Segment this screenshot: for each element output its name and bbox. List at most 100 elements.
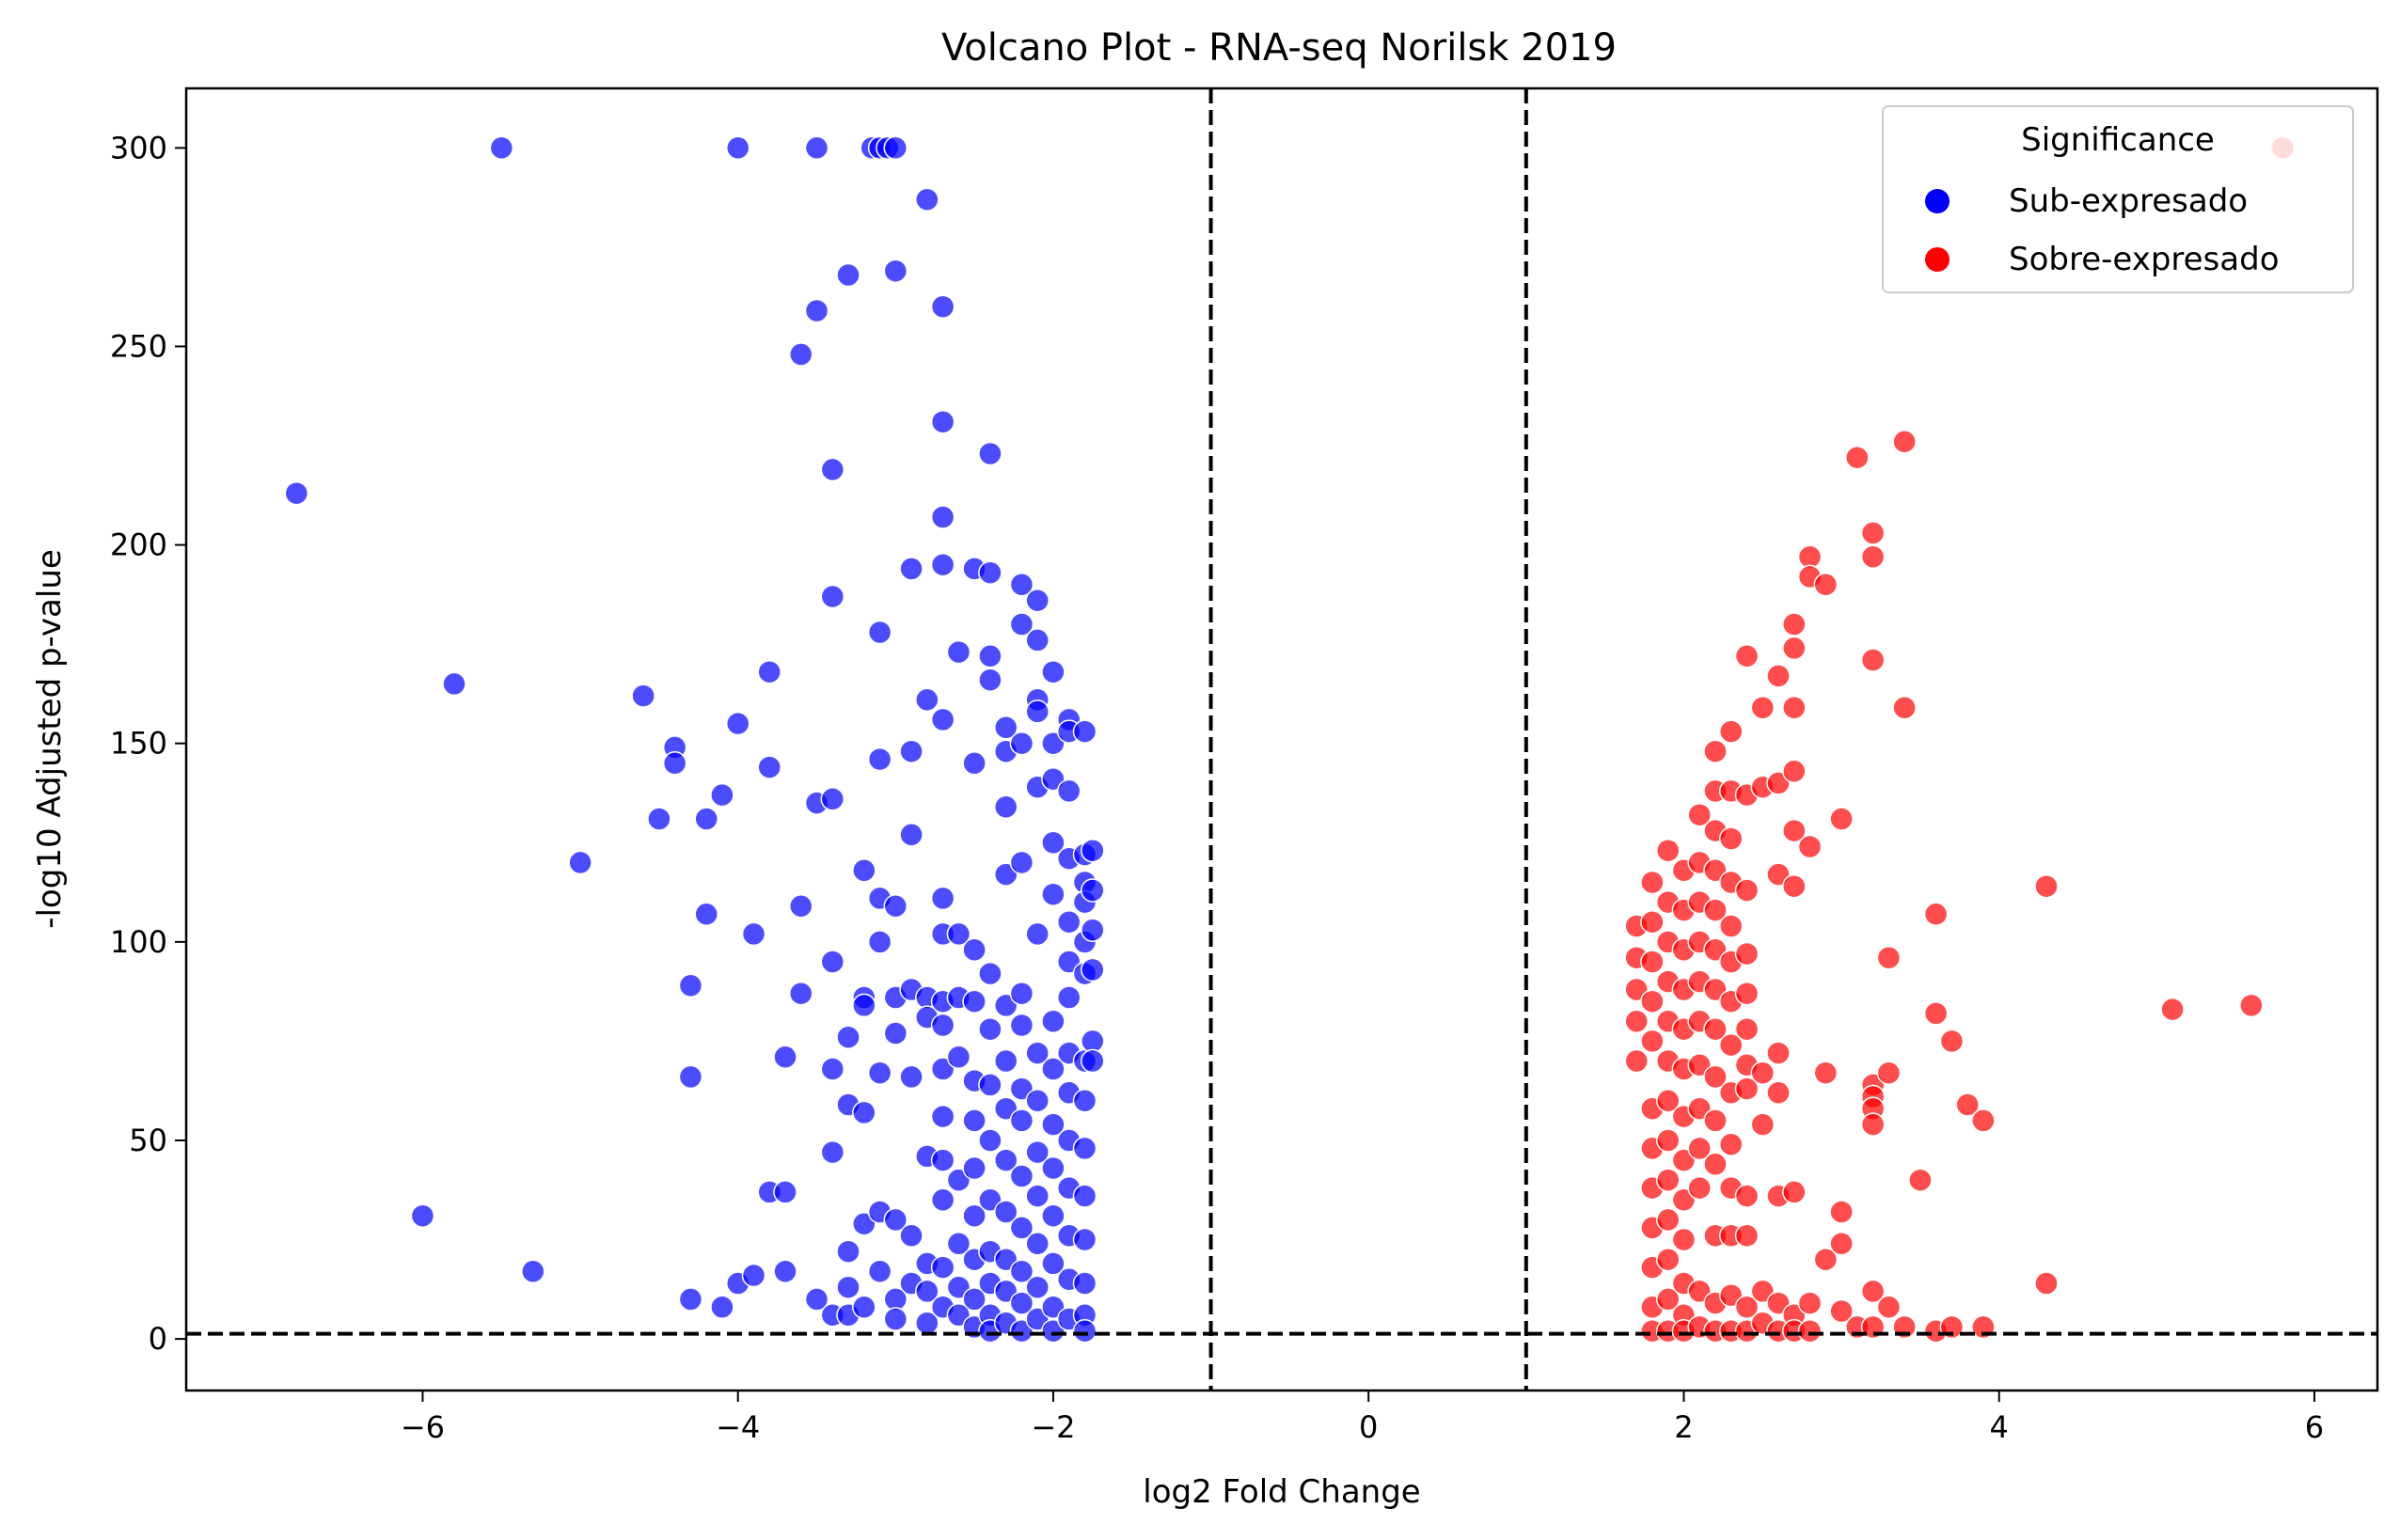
point-sub-expresado xyxy=(773,1045,797,1070)
point-sub-expresado xyxy=(867,1061,892,1085)
point-sub-expresado xyxy=(1009,1013,1034,1038)
point-sub-expresado xyxy=(1041,1057,1066,1081)
point-sobre-expresado xyxy=(1750,1112,1776,1137)
point-sobre-expresado xyxy=(1766,664,1791,688)
point-sobre-expresado xyxy=(1955,1092,1980,1117)
point-sub-expresado xyxy=(1041,830,1066,856)
point-sub-expresado xyxy=(1056,985,1082,1010)
point-sobre-expresado xyxy=(1860,648,1886,672)
point-sub-expresado xyxy=(993,1048,1018,1074)
legend-title: Significance xyxy=(2021,121,2215,159)
point-sub-expresado xyxy=(978,961,1003,986)
point-sub-expresado xyxy=(946,921,971,947)
y-tick-label: 200 xyxy=(110,527,167,563)
point-sub-expresado xyxy=(678,1287,703,1312)
point-sobre-expresado xyxy=(1971,1108,1996,1133)
point-sub-expresado xyxy=(915,1279,939,1304)
legend-marker-sobre xyxy=(1925,247,1950,272)
point-sub-expresado xyxy=(725,711,750,736)
point-sobre-expresado xyxy=(1655,1247,1681,1272)
point-sub-expresado xyxy=(962,1203,987,1228)
x-tick-label: −4 xyxy=(716,1409,760,1445)
point-sub-expresado xyxy=(993,1148,1018,1172)
x-axis-ticks: −6 −4 −2 0 2 4 6 xyxy=(401,1391,2324,1445)
point-sub-expresado xyxy=(978,441,1003,466)
point-sub-expresado xyxy=(883,135,908,161)
point-sobre-expresado xyxy=(1734,644,1760,668)
point-sobre-expresado xyxy=(1703,1152,1728,1177)
point-sobre-expresado xyxy=(1734,1295,1760,1320)
point-sub-expresado xyxy=(820,950,845,974)
y-tick-label: 300 xyxy=(110,130,167,165)
point-sobre-expresado xyxy=(1640,1029,1665,1054)
point-sub-expresado xyxy=(710,782,734,808)
point-sub-expresado xyxy=(899,739,924,763)
point-sobre-expresado xyxy=(1829,807,1854,831)
point-sub-expresado xyxy=(836,1275,861,1299)
point-sobre-expresado xyxy=(1655,1207,1681,1233)
point-sub-expresado xyxy=(410,1203,435,1228)
point-sub-expresado xyxy=(1081,1048,1105,1074)
point-sobre-expresado xyxy=(1734,1223,1760,1249)
point-sobre-expresado xyxy=(2034,1271,2059,1296)
point-sobre-expresado xyxy=(1860,521,1886,545)
point-sub-expresado xyxy=(1041,882,1066,906)
point-sub-expresado xyxy=(1081,878,1105,903)
point-sobre-expresado xyxy=(2160,997,2185,1022)
point-sub-expresado xyxy=(442,671,466,697)
point-sub-expresado xyxy=(694,807,718,831)
point-sub-expresado xyxy=(867,1259,892,1284)
point-sobre-expresado xyxy=(1876,945,1902,970)
point-sobre-expresado xyxy=(1687,1175,1712,1201)
point-sobre-expresado xyxy=(1718,1132,1744,1156)
point-sobre-expresado xyxy=(1671,1227,1697,1252)
point-sub-expresado xyxy=(568,850,592,875)
point-sub-expresado xyxy=(867,930,892,954)
point-sub-expresado xyxy=(1009,1108,1034,1133)
point-sub-expresado xyxy=(1025,1184,1050,1208)
x-tick-label: 0 xyxy=(1359,1409,1378,1445)
point-sobre-expresado xyxy=(1829,1298,1854,1324)
point-sobre-expresado xyxy=(1892,430,1917,454)
point-sub-expresado xyxy=(1081,918,1105,942)
point-sobre-expresado xyxy=(1923,1001,1949,1026)
point-sub-expresado xyxy=(820,1057,845,1081)
y-tick-label: 150 xyxy=(110,726,167,762)
point-sub-expresado xyxy=(1009,731,1034,756)
point-sub-expresado xyxy=(1025,588,1050,613)
point-sub-expresado xyxy=(946,639,971,665)
point-sobre-expresado xyxy=(1734,1016,1760,1042)
point-sub-expresado xyxy=(804,298,829,323)
point-sub-expresado xyxy=(1056,909,1082,935)
point-sub-expresado xyxy=(1081,957,1105,982)
point-sub-expresado xyxy=(899,1223,924,1249)
point-sobre-expresado xyxy=(1923,902,1949,927)
point-sub-expresado xyxy=(1072,1271,1097,1296)
point-sobre-expresado xyxy=(1655,1089,1681,1113)
point-sub-expresado xyxy=(820,787,845,811)
point-sobre-expresado xyxy=(1640,989,1665,1014)
plot-frame xyxy=(184,86,2379,1392)
y-axis-label: -log10 Adjusted p-value xyxy=(31,549,69,929)
point-sub-expresado xyxy=(710,1295,734,1320)
point-sub-expresado xyxy=(1009,981,1034,1006)
point-sub-expresado xyxy=(978,668,1003,692)
point-sub-expresado xyxy=(1041,1203,1066,1228)
point-sobre-expresado xyxy=(2239,993,2264,1018)
point-sub-expresado xyxy=(962,751,987,776)
point-sub-expresado xyxy=(1009,1259,1034,1284)
point-sub-expresado xyxy=(804,1287,829,1312)
point-sobre-expresado xyxy=(1860,544,1886,570)
point-sobre-expresado xyxy=(1734,1184,1760,1208)
point-sub-expresado xyxy=(883,1307,908,1331)
point-sobre-expresado xyxy=(1624,1009,1649,1034)
point-sub-expresado xyxy=(899,823,924,847)
point-sub-expresado xyxy=(946,1232,971,1256)
point-sobre-expresado xyxy=(1782,759,1807,784)
y-axis-ticks: 0 50 100 150 200 250 300 xyxy=(110,130,186,1357)
point-sub-expresado xyxy=(930,1255,955,1280)
point-sub-expresado xyxy=(489,135,514,161)
point-sobre-expresado xyxy=(1655,1168,1681,1192)
point-sub-expresado xyxy=(757,659,782,684)
point-sub-expresado xyxy=(883,894,908,919)
